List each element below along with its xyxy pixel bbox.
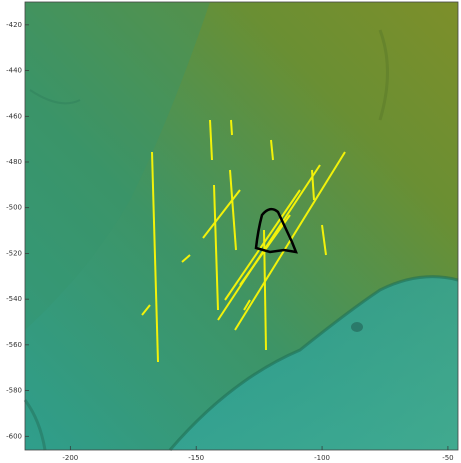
y-tick-label: -540	[6, 295, 22, 303]
map-figure: -200 -150 -100 -50 -600 -580 -560 -540 -520 -500 -…	[0, 0, 461, 463]
x-tick-label: -150	[188, 454, 204, 462]
y-tick-label: -560	[6, 341, 22, 349]
y-tick-label: -600	[6, 432, 22, 440]
y-tick-label: -460	[6, 112, 22, 120]
y-tick-label: -500	[6, 204, 22, 212]
x-tick-label: -100	[314, 454, 330, 462]
x-tick-label: -200	[62, 454, 78, 462]
y-tick-label: -580	[6, 387, 22, 395]
y-tick-label: -420	[6, 21, 22, 29]
x-tick-label: -50	[442, 454, 453, 462]
y-tick-label: -440	[6, 67, 22, 75]
terrain	[25, 2, 458, 450]
y-tick-label: -520	[6, 249, 22, 257]
y-tick-label: -480	[6, 158, 22, 166]
